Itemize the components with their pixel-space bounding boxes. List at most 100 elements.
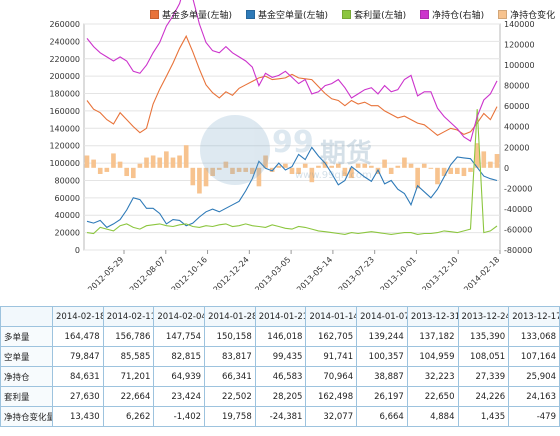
right-tick-label: -80000 [504,246,532,255]
net-change-bar [137,163,143,168]
net-change-bar [170,157,176,168]
table-header-row: 2014-02-18 2014-02-11 2014-02-04 2014-01… [0,306,560,327]
table-cell: 22,502 [204,386,256,407]
net-change-bar [481,151,487,168]
legend: 基金多单量(左轴) 基金空单量(左轴) 套利量(左轴) 净持仓(右轴) 净持仓变… [150,8,555,21]
table-cell: 135,390 [457,326,510,347]
net-change-bar [461,167,467,177]
table-cell: 104,959 [406,346,459,367]
net-change-bar [150,155,156,168]
net-change-bar [494,154,500,168]
chart: 0 20000 40000 60000 80000 100000 120000 140000 1… [49,0,535,290]
left-tick-label: 160000 [49,107,80,116]
table-cell: 108,051 [457,346,510,367]
table-row-label: 净持仓 [0,366,53,387]
left-tick-label: 200000 [49,72,80,81]
left-tick-label: 40000 [55,211,80,220]
table-cell: 79,847 [52,346,104,367]
net-change-bar [230,167,235,174]
table-cell: 147,754 [153,326,206,347]
net-change-bar [448,167,454,174]
series-line [86,34,498,136]
table-cell: 6,664 [356,406,408,427]
legend-swatch [342,10,352,19]
table-cell: 100,357 [356,346,408,367]
legend-item[interactable]: 基金空单量(左轴) [246,8,328,21]
net-change-bar [488,161,493,168]
left-tick-label: 100000 [49,159,80,168]
net-change-bar [309,167,315,183]
table-row: 多单量 164,478 156,786 147,754 150,158 146,018 16… [0,326,560,347]
net-change-bar [223,161,229,168]
net-change-bar [243,167,249,172]
net-change-bar [203,167,209,187]
legend-label: 套利量(左轴) [354,11,407,21]
series-line [86,0,498,142]
table-row-label: 空单量 [0,346,53,367]
table-row-label: 套利量 [0,386,53,407]
net-change-bar [329,165,334,168]
net-change-bar [157,157,163,168]
legend-item[interactable]: 净持仓(右轴) [420,8,484,21]
net-change-bar [402,157,407,168]
series-line [86,109,498,235]
table-cell: 137,182 [406,326,459,347]
legend-label: 基金多单量(左轴) [162,11,233,21]
left-tick-label: 80000 [55,176,80,185]
left-tick-label: 220000 [49,55,80,64]
net-change-bar [316,165,321,168]
x-tick-label: 2013-03-05 [253,255,292,290]
table-cell: 24,226 [457,386,510,407]
x-tick-label: 2013-12-10 [420,255,459,290]
table-cell: 91,741 [305,346,358,367]
data-table: 2014-02-18 2014-02-11 2014-02-04 2014-01… [0,306,560,427]
net-change-bar [130,167,136,179]
net-change-bar [382,159,387,168]
table-cell: 4,884 [406,406,459,427]
net-change-bar [468,167,473,172]
legend-label: 净持仓(右轴) [432,11,485,21]
table-header-cell: 2014-02-04 [153,306,206,327]
x-axis-ticks: 2012-05-29 2012-08-07 2012-10-16 2012-12-24… [86,250,501,290]
table-header-cell: 2014-01-28 [204,306,256,327]
table-header-cell: 2013-12-17 [508,306,560,327]
plot-area [83,23,501,251]
net-change-bar [164,151,169,168]
right-tick-label: 20000 [504,143,529,152]
x-tick-label: 2013-07-23 [337,255,376,290]
net-change-bar [210,167,215,177]
net-change-bar [117,161,123,168]
net-change-bar [302,163,308,168]
table-cell: 156,786 [102,326,155,347]
net-change-bar [369,165,374,168]
net-change-bar [104,167,110,172]
table-header-cell: 2014-01-14 [305,306,358,327]
left-tick-label: 180000 [49,90,80,99]
net-change-bar [276,165,282,168]
left-tick-label: 20000 [55,229,80,238]
table-cell: 13,430 [52,406,104,427]
right-tick-label: 100000 [504,61,535,70]
table-cell: 66,341 [204,366,256,387]
table-row: 套利量 27,630 22,664 23,424 22,502 28,205 162,498… [0,386,560,407]
table-cell: 23,424 [153,386,206,407]
net-change-bar [441,167,447,177]
table-cell: 32,077 [305,406,358,427]
table-cell: 25,904 [508,366,560,387]
net-change-bar [283,163,288,168]
legend-item[interactable]: 基金多单量(左轴) [150,8,232,21]
right-tick-label: -60000 [504,225,532,234]
table-cell: 139,244 [356,326,408,347]
table-cell: 22,650 [406,386,459,407]
right-tick-label: -20000 [504,184,532,193]
net-change-bar [415,167,420,189]
legend-item[interactable]: 套利量(左轴) [342,8,406,21]
right-tick-label: 60000 [504,102,529,111]
net-change-bar [296,167,301,174]
table-cell: 84,631 [52,366,104,387]
table-header-cell: 2013-12-31 [406,306,459,327]
net-change-bar [455,167,460,174]
net-change-bar [256,167,262,187]
legend-item[interactable]: 净持仓变化 [498,8,555,21]
table-cell: 150,158 [204,326,256,347]
